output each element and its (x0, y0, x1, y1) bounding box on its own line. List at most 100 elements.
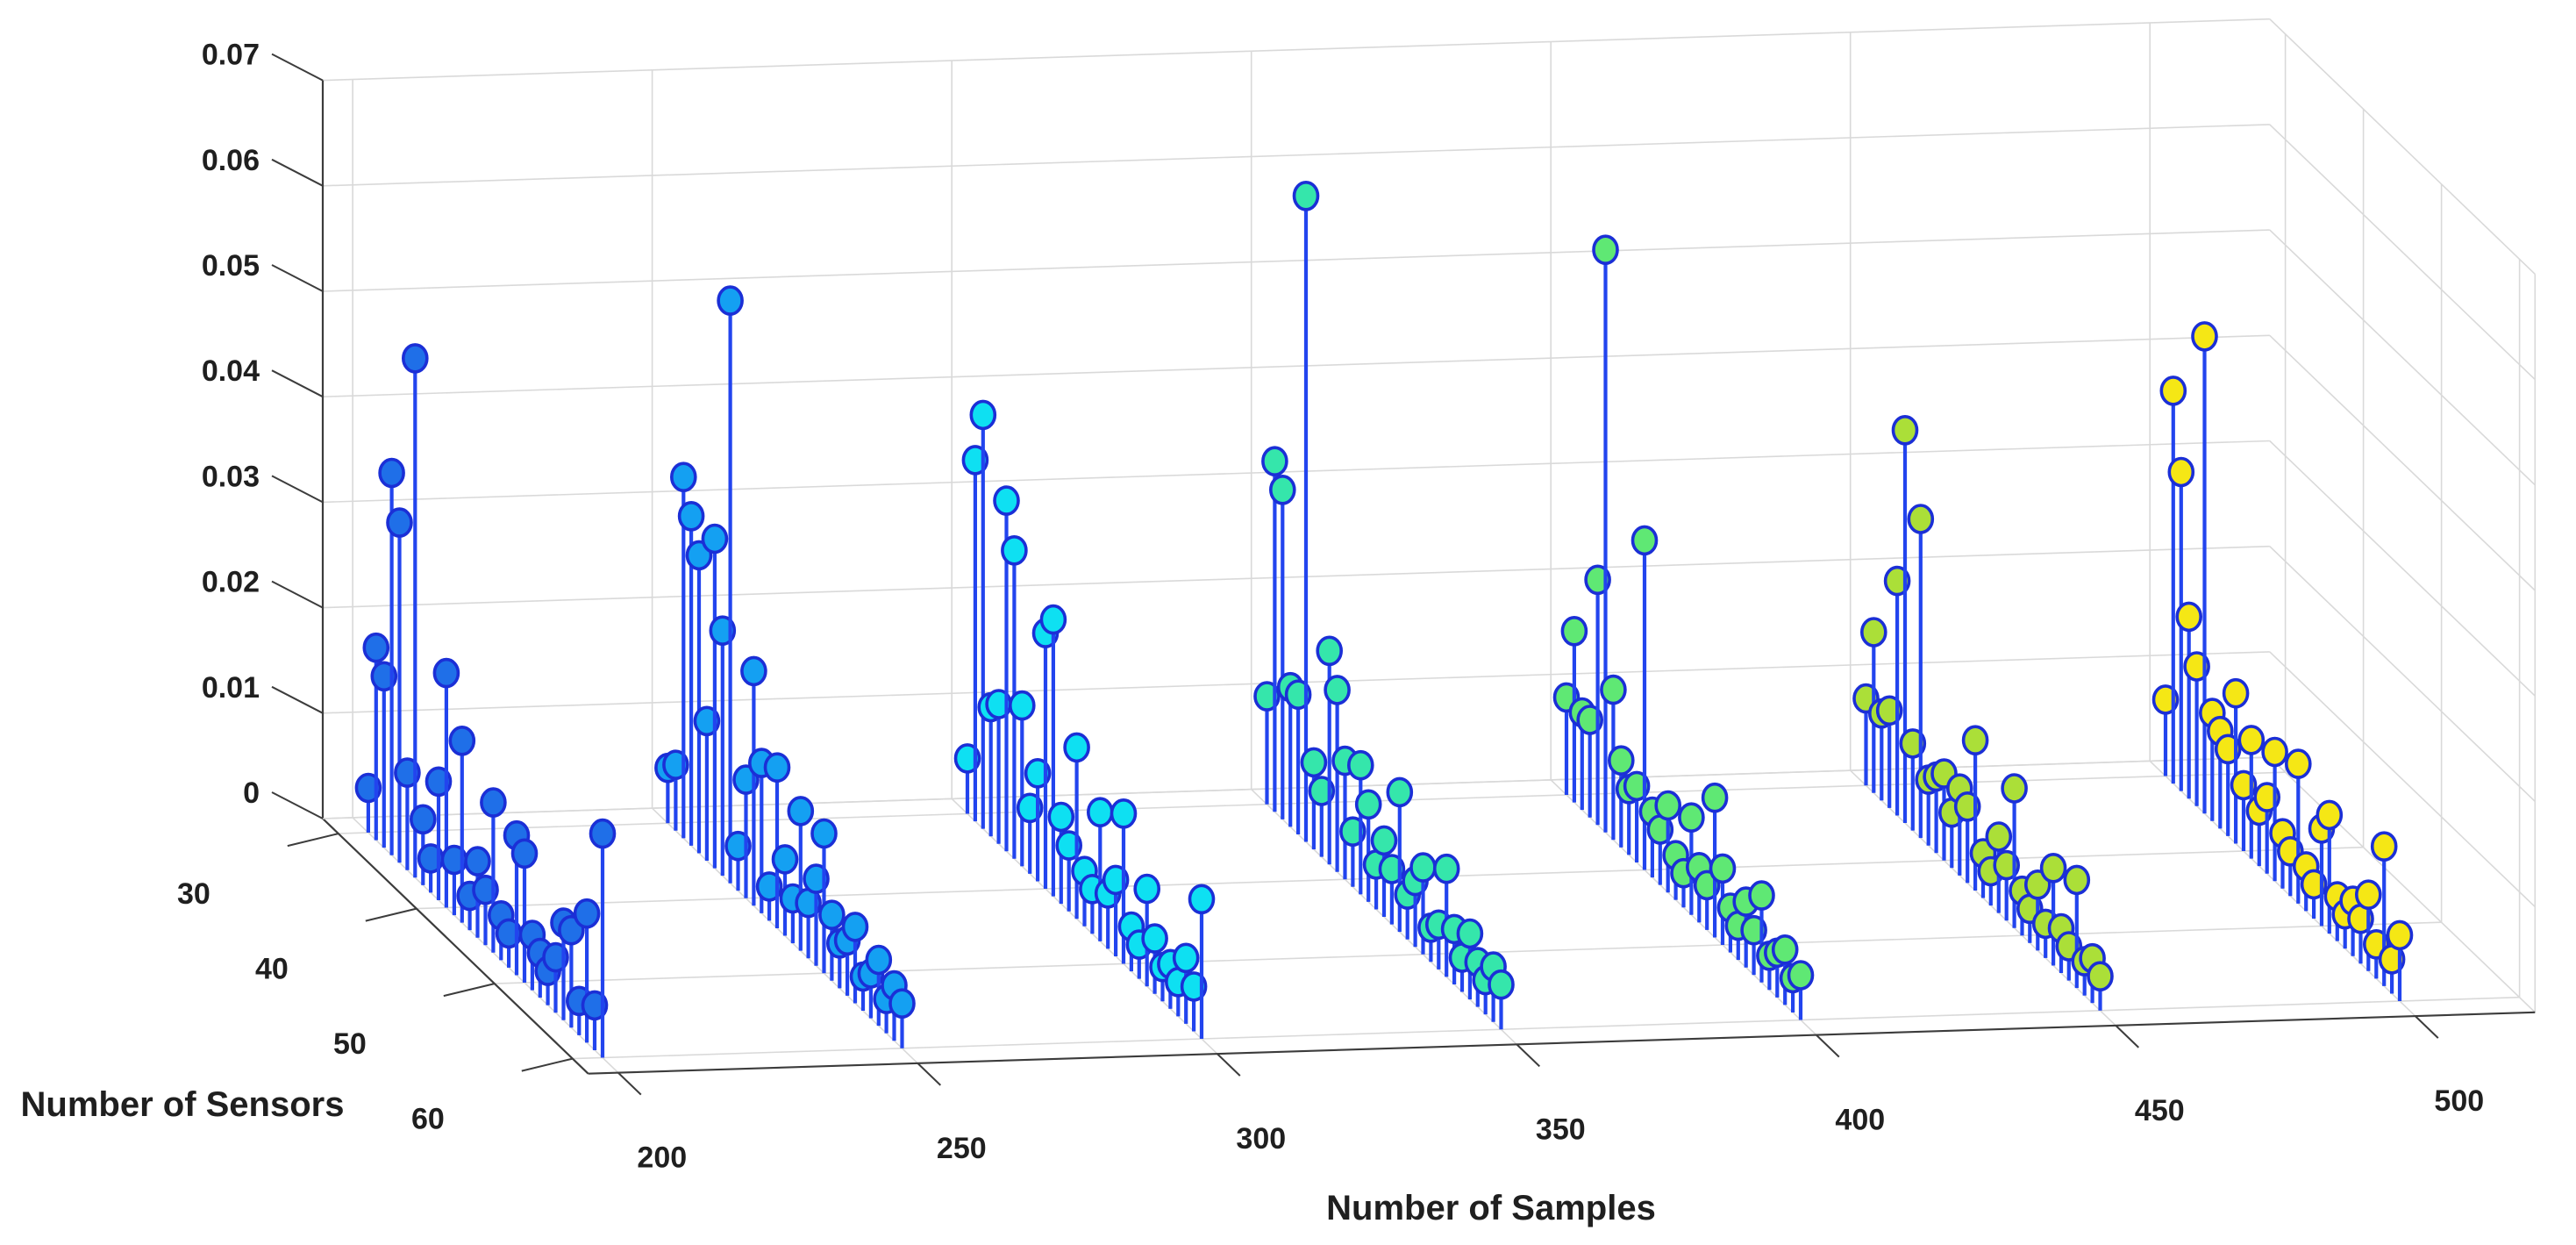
stem-marker (993, 485, 1020, 516)
z-tick-label: 0.07 (202, 39, 260, 72)
stem-marker (771, 844, 799, 875)
stem-marker (2063, 864, 2091, 896)
stem-marker (677, 500, 705, 532)
stem-marker (717, 285, 744, 316)
stem-marker (865, 944, 893, 976)
tick-labels: 0 0.01 0.02 0.03 0.04 0.05 0.06 0.07 30 40 50 60 200… (177, 39, 2484, 1175)
stem-marker (1009, 690, 1036, 721)
y-tick-label: 60 (411, 1103, 445, 1136)
z-tick-label: 0.05 (202, 249, 260, 283)
stem-marker (740, 655, 767, 687)
stem-marker (1188, 884, 1216, 915)
stem-marker (1631, 525, 1659, 556)
stem-marker (1771, 934, 1799, 965)
stem-marker (1860, 617, 1887, 648)
y-tick-label: 40 (255, 953, 289, 986)
stem-marker (1907, 504, 1935, 534)
stem-group-350 (1253, 181, 1515, 1030)
stem-marker (542, 941, 569, 973)
stem-marker (1709, 853, 1737, 884)
grid-backwall-z (322, 440, 2270, 504)
stem-marker (2191, 321, 2218, 352)
stem-marker (2159, 376, 2187, 406)
stem-marker (1378, 854, 1406, 884)
stem-marker (1172, 942, 1200, 974)
stem-marker (480, 787, 507, 818)
stem-marker (1016, 792, 1044, 824)
stem-marker (1292, 181, 1320, 211)
stem-marker (1678, 802, 1705, 834)
stem-marker (472, 874, 499, 905)
stem-marker (1141, 923, 1168, 954)
z-tick-mark (271, 53, 324, 82)
stem-marker (354, 772, 382, 804)
stem-marker (581, 990, 609, 1021)
stem-marker (810, 818, 838, 849)
stem-marker (1133, 873, 1160, 905)
stem-marker (969, 399, 997, 431)
z-tick-mark (271, 475, 324, 504)
stem-marker (2285, 748, 2312, 779)
stem-marker (1339, 816, 1366, 848)
stem-marker (1308, 776, 1336, 806)
grid-rightwall-z (2269, 18, 2536, 275)
stem-marker (1284, 679, 1312, 711)
x-tick-mark (917, 1063, 941, 1086)
z-tick-mark (271, 791, 324, 819)
x-tick-label: 200 (637, 1141, 687, 1175)
x-tick-label: 400 (1835, 1104, 1885, 1137)
stem-marker (888, 988, 916, 1019)
stem-marker (1055, 830, 1082, 861)
stem-marker (401, 343, 429, 374)
stem-marker (724, 830, 752, 862)
stem-marker (1261, 446, 1288, 477)
z-tick-mark (271, 264, 324, 292)
stem-marker (1269, 474, 1296, 505)
stem-marker (2237, 725, 2266, 755)
stem-marker (1883, 565, 1911, 597)
stem-marker (1891, 414, 1919, 446)
stem-marker (1576, 705, 1603, 735)
stem-marker (2355, 879, 2382, 911)
stem-marker (394, 757, 421, 788)
stem-marker (2253, 782, 2280, 812)
grid-rightwall-z (2269, 546, 2536, 802)
y-tick-mark (287, 833, 339, 848)
stem-marker (1180, 971, 1208, 1002)
stem-marker (1899, 728, 1927, 759)
stem-marker (2370, 831, 2398, 862)
stem-marker (573, 898, 601, 929)
grid-lines (322, 18, 2537, 1075)
stem-marker (1354, 789, 1382, 820)
grid-floor-x (1251, 789, 1517, 1045)
x-tick-mark (1217, 1053, 1241, 1077)
z-tick-mark (271, 685, 324, 714)
stem-marker (701, 523, 729, 555)
stem-marker (1600, 674, 1627, 705)
x-axis-line (588, 1011, 2536, 1075)
x-tick-mark (2115, 1025, 2139, 1048)
stem-marker (1063, 732, 1090, 763)
stem-group-200 (354, 343, 617, 1058)
grid-rightwall-z (2269, 124, 2536, 381)
stem-marker (1953, 791, 1981, 822)
stem-marker (2167, 456, 2195, 488)
x-tick-mark (617, 1071, 642, 1096)
stem-marker (1386, 776, 1414, 808)
stem-marker (1024, 757, 1052, 789)
stem-marker (2386, 919, 2414, 951)
z-tick-label: 0 (243, 776, 260, 810)
grid-floor-x (652, 807, 918, 1064)
grid-floor-y (572, 996, 2520, 1060)
stem-marker (2183, 651, 2210, 682)
stem-marker (953, 743, 981, 774)
stem-marker (1087, 797, 1114, 828)
stem-group-400 (1552, 234, 1815, 1020)
z-tick-label: 0.03 (202, 460, 260, 493)
grid-backwall-z (322, 229, 2270, 292)
stem-marker (1701, 782, 1729, 813)
grid-backwall-z (322, 124, 2270, 187)
stem-marker (1748, 880, 1775, 911)
stem-marker (409, 804, 437, 835)
x-tick-mark (2415, 1015, 2439, 1039)
